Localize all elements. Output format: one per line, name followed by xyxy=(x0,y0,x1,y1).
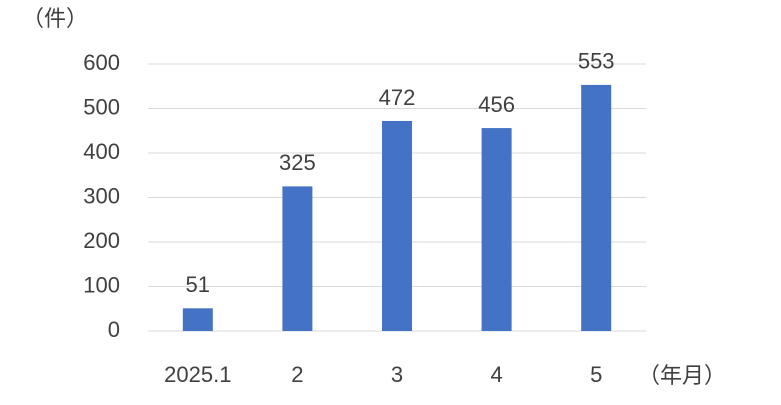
y-axis-label: （件） xyxy=(22,6,88,31)
x-tick-label: 3 xyxy=(391,362,403,387)
y-tick-label: 600 xyxy=(83,50,120,75)
data-label: 472 xyxy=(379,85,416,110)
bar xyxy=(182,308,213,331)
bar xyxy=(581,84,612,331)
bar xyxy=(481,128,512,331)
x-tick-label: 2025.1 xyxy=(164,362,231,387)
data-label: 51 xyxy=(186,272,210,297)
data-label: 325 xyxy=(279,150,316,175)
x-tick-label: 4 xyxy=(490,362,502,387)
y-tick-label: 100 xyxy=(83,272,120,297)
y-tick-label: 300 xyxy=(83,183,120,208)
y-tick-label: 200 xyxy=(83,228,120,253)
bar xyxy=(282,186,313,331)
data-label: 456 xyxy=(478,92,515,117)
x-axis-label: （年月） xyxy=(638,363,726,388)
data-label: 553 xyxy=(578,49,615,74)
y-tick-label: 400 xyxy=(83,139,120,164)
x-tick-label: 2 xyxy=(291,362,303,387)
y-tick-label: 500 xyxy=(83,94,120,119)
bar xyxy=(382,120,412,332)
x-tick-label: 5 xyxy=(590,362,602,387)
y-tick-label: 0 xyxy=(108,317,120,342)
